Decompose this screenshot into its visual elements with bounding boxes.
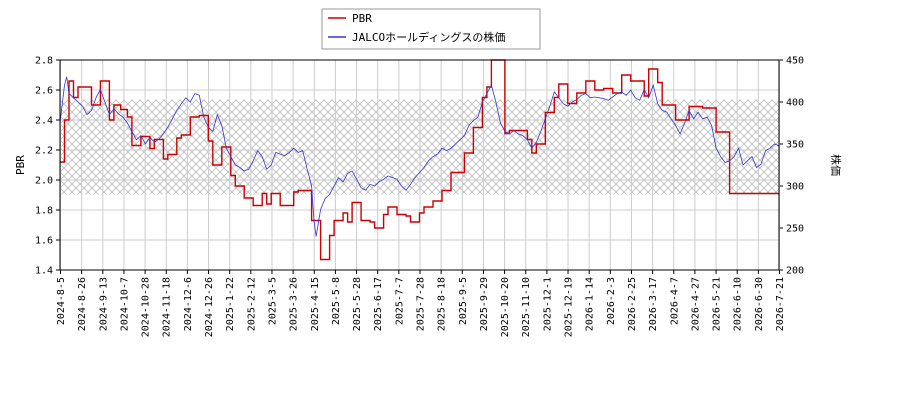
legend-box bbox=[321, 8, 541, 50]
y2-tick-label: 350 bbox=[786, 140, 804, 151]
x-tick-label: 2026-4-7 bbox=[669, 277, 680, 325]
y2-tick-label: 400 bbox=[786, 98, 804, 109]
x-tick-label: 2024-10-28 bbox=[141, 277, 152, 337]
x-tick-label: 2025-12-19 bbox=[564, 277, 575, 337]
y-tick-label: 1.4 bbox=[35, 266, 53, 277]
x-tick-label: 2025-12-1 bbox=[542, 277, 553, 331]
y2-tick-label: 450 bbox=[786, 56, 804, 67]
x-tick-label: 2024-9-13 bbox=[98, 277, 109, 331]
legend: PBR JALCOホールディングスの株価 bbox=[321, 8, 541, 50]
x-tick-label: 2025-7-7 bbox=[394, 277, 405, 325]
x-tick-label: 2026-1-14 bbox=[585, 277, 596, 331]
x-tick-label: 2026-6-30 bbox=[754, 277, 765, 331]
pbr-line bbox=[60, 59, 779, 261]
y2-tick-label: 250 bbox=[786, 224, 804, 235]
x-tick-label: 2026-5-21 bbox=[712, 277, 723, 331]
y-tick-label: 1.8 bbox=[35, 206, 53, 217]
x-tick-label: 2024-11-18 bbox=[162, 277, 173, 337]
y-tick-label: 2.8 bbox=[35, 56, 53, 67]
y-tick-label: 2.0 bbox=[35, 176, 53, 187]
x-tick-label: 2025-5-28 bbox=[352, 277, 363, 331]
x-tick-label: 2025-5-8 bbox=[331, 277, 342, 325]
x-tick-label: 2026-3-17 bbox=[648, 277, 659, 331]
y2-axis-title: 株価 bbox=[829, 154, 843, 176]
x-tick-label: 2025-4-15 bbox=[310, 277, 321, 331]
x-tick-label: 2024-8-5 bbox=[56, 277, 67, 325]
price-line bbox=[59, 76, 780, 237]
x-tick-label: 2025-7-28 bbox=[416, 277, 427, 331]
y-tick-label: 2.4 bbox=[35, 116, 53, 127]
x-tick-label: 2024-12-26 bbox=[204, 277, 215, 337]
x-tick-label: 2025-3-26 bbox=[289, 277, 300, 331]
x-tick-label: 2025-10-20 bbox=[500, 277, 511, 337]
x-tick-label: 2026-7-21 bbox=[775, 277, 786, 331]
x-tick-label: 2026-2-25 bbox=[627, 277, 638, 331]
x-tick-label: 2024-10-7 bbox=[119, 277, 130, 331]
y-tick-label: 1.6 bbox=[35, 236, 53, 247]
x-tick-label: 2025-9-5 bbox=[458, 277, 469, 325]
y2-tick-label: 300 bbox=[786, 182, 804, 193]
y-tick-label: 2.6 bbox=[35, 86, 53, 97]
x-tick-label: 2025-8-18 bbox=[437, 277, 448, 331]
y-tick-label: 2.2 bbox=[35, 146, 53, 157]
x-tick-label: 2024-8-26 bbox=[77, 277, 88, 331]
x-tick-label: 2026-2-3 bbox=[606, 277, 617, 325]
x-tick-label: 2025-1-22 bbox=[225, 277, 236, 331]
legend-label-price: JALCOホールディングスの株価 bbox=[352, 30, 505, 44]
y2-tick-label: 200 bbox=[786, 266, 804, 277]
x-tick-label: 2025-2-12 bbox=[246, 277, 257, 331]
legend-label-pbr: PBR bbox=[352, 12, 372, 25]
x-tick-label: 2025-9-29 bbox=[479, 277, 490, 331]
x-tick-label: 2025-3-5 bbox=[267, 277, 278, 325]
x-tick-label: 2026-4-27 bbox=[690, 277, 701, 331]
plot-frame bbox=[59, 59, 780, 271]
plot-area: 1.4 1.6 1.8 2.0 2.2 2.4 2.6 2.8 200 250 300 350 400 4… bbox=[35, 56, 804, 338]
x-tick-label: 2024-12-6 bbox=[183, 277, 194, 331]
y-axis-title: PBR bbox=[14, 155, 27, 175]
x-tick-label: 2025-6-17 bbox=[373, 277, 384, 331]
x-tick-label: 2025-11-10 bbox=[521, 277, 532, 337]
x-tick-label: 2026-6-10 bbox=[733, 277, 744, 331]
